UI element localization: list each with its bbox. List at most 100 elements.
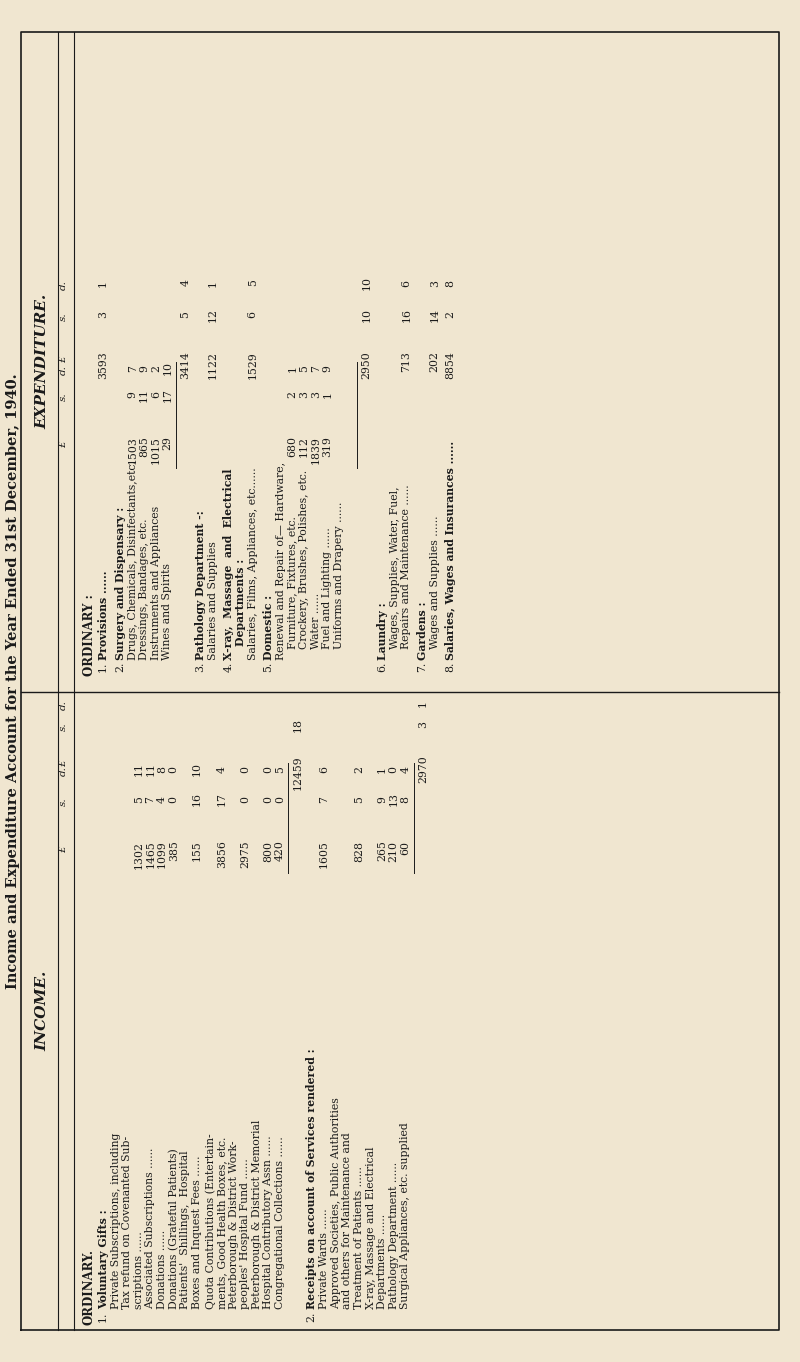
Text: 420: 420 [275,840,285,862]
Text: Furniture, Fixtures, etc.: Furniture, Fixtures, etc. [288,516,298,650]
Text: X-ray, Massage and Electrical: X-ray, Massage and Electrical [366,1147,375,1309]
Text: 8: 8 [157,765,167,772]
Text: 2950: 2950 [362,351,371,379]
Text: s.: s. [58,313,68,321]
Text: 12459: 12459 [293,756,303,790]
Text: 210: 210 [389,840,398,862]
Text: Income and Expenditure Account for the Year Ended 31st December, 1940.: Income and Expenditure Account for the Y… [6,373,20,989]
Text: scriptions ......: scriptions ...... [134,1231,144,1309]
Text: 0: 0 [169,795,178,802]
Text: 5.: 5. [263,662,274,673]
Text: 2: 2 [150,365,161,372]
Text: Departments :: Departments : [234,558,246,646]
Text: Wines and Spirits: Wines and Spirits [162,563,172,659]
Text: 680: 680 [288,436,298,458]
Text: Boxes and Inquest Fees ......: Boxes and Inquest Fees ...... [192,1155,202,1309]
Text: and others for Maintenance and: and others for Maintenance and [342,1132,352,1309]
Text: 1503: 1503 [128,436,138,464]
Text: Pathology Department -:: Pathology Department -: [194,509,206,659]
Text: Donations ......: Donations ...... [157,1230,167,1309]
Text: 202: 202 [430,351,440,372]
Text: 1: 1 [208,279,218,286]
Text: Donations (Grateful Patients): Donations (Grateful Patients) [169,1148,179,1309]
Text: Pathology Department ......: Pathology Department ...... [389,1162,398,1309]
Text: 4: 4 [400,765,410,772]
Text: 3.: 3. [195,662,205,673]
Text: Fuel and Lighting ......: Fuel and Lighting ...... [322,527,332,650]
Text: Repairs and Maintenance ......: Repairs and Maintenance ...... [402,485,411,650]
Text: 1: 1 [98,279,108,286]
Text: 8: 8 [400,795,410,802]
Text: 1529: 1529 [248,351,258,379]
Text: Crockery, Brushes, Polishes, etc.: Crockery, Brushes, Polishes, etc. [299,470,310,650]
Text: 0: 0 [275,795,285,802]
Text: Instruments and Appliances: Instruments and Appliances [150,505,161,659]
Text: 1: 1 [322,391,332,398]
Text: Hospital Contributory Assn ......: Hospital Contributory Assn ...... [263,1135,274,1309]
Text: 10: 10 [162,361,172,375]
Text: 3: 3 [310,391,321,398]
Text: ORDINARY :: ORDINARY : [83,594,96,676]
Text: 1302: 1302 [134,840,144,869]
Text: 7: 7 [128,365,138,372]
Text: 1122: 1122 [208,351,218,379]
Text: 1: 1 [288,365,298,372]
Text: d.: d. [58,281,68,290]
Text: 10: 10 [362,276,371,290]
Text: 2975: 2975 [240,840,250,868]
Text: Wages, Supplies, Water, Fuel,: Wages, Supplies, Water, Fuel, [390,486,400,650]
Text: 1.: 1. [98,662,108,673]
Text: 1015: 1015 [150,436,161,464]
Text: 11: 11 [146,763,155,776]
Text: 7: 7 [310,365,321,372]
Text: 1.: 1. [98,1312,108,1321]
Text: INCOME.: INCOME. [35,971,49,1051]
Text: 14: 14 [430,308,440,321]
Text: peoples' Hospital Fund ......: peoples' Hospital Fund ...... [240,1158,250,1309]
Text: 0: 0 [389,765,398,772]
Text: 865: 865 [139,436,150,458]
Text: Wages and Supplies ......: Wages and Supplies ...... [430,516,440,650]
Text: Approved Societies, Public Authorities: Approved Societies, Public Authorities [330,1096,341,1309]
Text: Dressings, Bandages, etc.: Dressings, Bandages, etc. [139,518,150,659]
Text: 8: 8 [446,279,455,286]
Text: 9: 9 [377,795,387,802]
Text: 7: 7 [146,795,155,802]
Text: Uniforms and Drapery ......: Uniforms and Drapery ...... [334,501,344,650]
Text: 112: 112 [299,436,310,458]
Text: 1465: 1465 [146,840,155,869]
Text: EXPENDITURE.: EXPENDITURE. [35,294,49,429]
Text: Treatment of Patients ......: Treatment of Patients ...... [354,1166,364,1309]
Text: 3856: 3856 [217,840,227,869]
Text: 0: 0 [263,765,274,772]
Text: £: £ [58,357,68,364]
Text: 2.: 2. [306,1312,317,1321]
Text: Salaries, Wages and Insurances ......: Salaries, Wages and Insurances ...... [445,440,456,659]
Text: 3: 3 [98,312,108,319]
Text: Departments ......: Departments ...... [377,1214,387,1309]
Text: Gardens :: Gardens : [417,601,428,659]
Text: 155: 155 [192,840,202,861]
Text: 16: 16 [402,308,411,321]
Text: Salaries and Supplies: Salaries and Supplies [208,541,218,659]
Text: 11: 11 [134,763,144,776]
Text: 2.: 2. [115,662,125,673]
Text: Congregational Collections ......: Congregational Collections ...... [275,1136,285,1309]
Text: 8854: 8854 [446,351,455,379]
Text: 9: 9 [128,391,138,398]
Text: Laundry :: Laundry : [377,602,388,659]
Text: 10: 10 [362,308,371,321]
Text: d.: d. [58,767,68,776]
Text: s.: s. [58,797,68,805]
Text: 5: 5 [299,365,310,372]
Text: 17: 17 [162,388,172,402]
Text: 3: 3 [299,391,310,398]
Text: s.: s. [58,392,68,402]
Text: 0: 0 [240,765,250,772]
Text: Peterborough & District Memorial: Peterborough & District Memorial [252,1120,262,1309]
Text: 1605: 1605 [319,840,330,869]
Text: 4: 4 [217,765,227,772]
Text: 10: 10 [192,763,202,776]
Text: 1: 1 [377,765,387,772]
Text: 4: 4 [180,279,190,286]
